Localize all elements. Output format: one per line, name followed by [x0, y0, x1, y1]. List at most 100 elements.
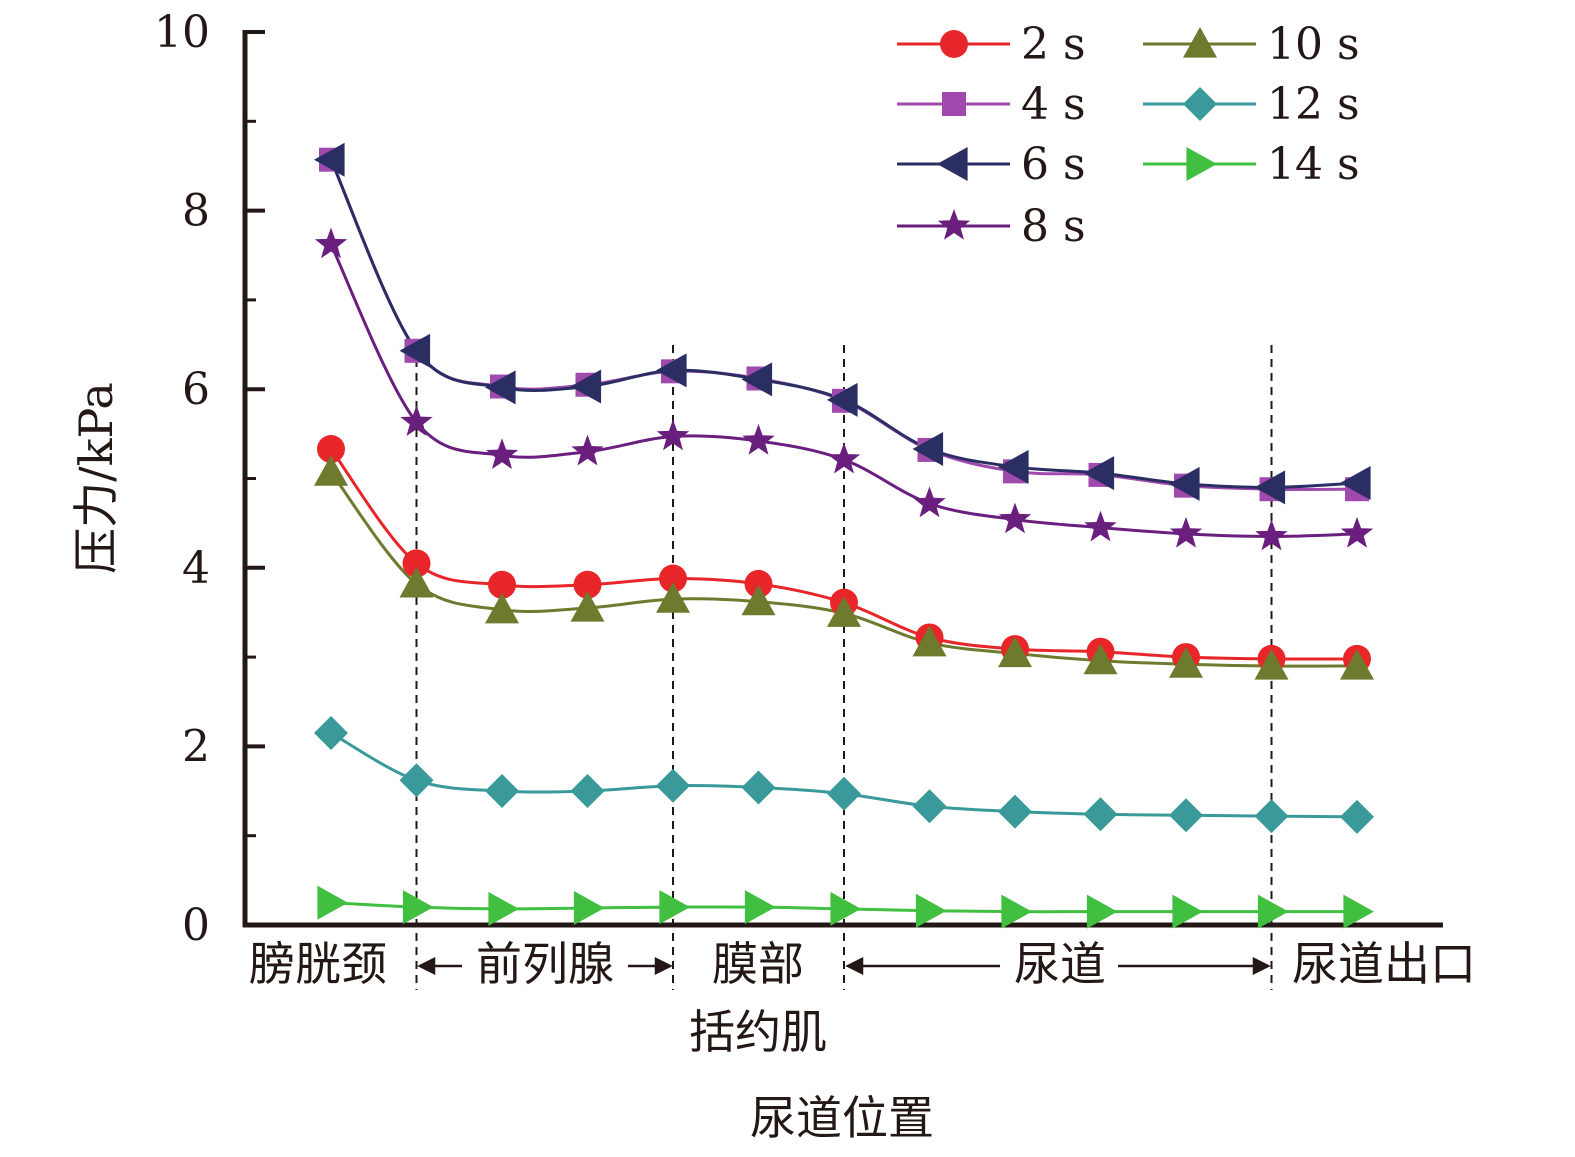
region-label-urethra-outlet: 尿道出口: [1292, 937, 1476, 991]
data-point-8s: [1084, 510, 1117, 542]
data-point-2s: [402, 549, 431, 578]
data-point-10s: [1083, 643, 1118, 675]
data-point-6s: [1340, 466, 1371, 500]
data-point-12s: [656, 768, 690, 803]
data-point-14s: [488, 891, 519, 926]
data-point-8s: [827, 442, 861, 474]
data-point-12s: [912, 789, 947, 824]
data-point-2s: [488, 570, 516, 599]
data-point-10s: [1254, 649, 1289, 680]
y-tick-label: 0: [182, 900, 210, 951]
data-point-10s: [741, 584, 776, 616]
data-point-14s: [915, 893, 947, 928]
data-point-12s: [485, 774, 519, 808]
data-point-10s: [570, 591, 605, 622]
data-point-2s: [744, 569, 773, 598]
region-label-urethra: 尿道: [1014, 937, 1106, 991]
legend-marker-14s: [1186, 147, 1217, 181]
data-point-14s: [659, 890, 690, 925]
data-point-10s: [399, 566, 434, 598]
data-point-14s: [1343, 894, 1374, 929]
data-point-14s: [402, 890, 434, 925]
data-point-6s: [741, 362, 773, 397]
data-point-6s: [485, 370, 516, 405]
data-point-12s: [1254, 799, 1289, 834]
data-point-6s: [399, 333, 431, 368]
data-point-10s: [1169, 647, 1203, 678]
urethra-range-arrow: [845, 956, 1271, 976]
data-point-8s: [571, 434, 604, 466]
region-label-membranous: 膜部: [712, 937, 804, 991]
axes: 0 2 4 6 8 10: [154, 7, 1443, 951]
data-point-6s: [1169, 466, 1200, 501]
data-point-2s: [573, 570, 602, 599]
legend-label-8s: 8 s: [1021, 201, 1086, 252]
legend-label-6s: 6 s: [1021, 139, 1086, 190]
data-point-8s: [1169, 516, 1203, 548]
data-point-6s: [1254, 470, 1286, 505]
data-point-8s: [656, 419, 690, 451]
data-point-10s: [485, 592, 519, 624]
region-divider-lines: [415, 345, 1273, 990]
legend-label-2s: 2 s: [1021, 19, 1086, 70]
series-line-6s: [329, 159, 1358, 489]
data-point-2s: [317, 435, 345, 464]
legend-marker-2s: [940, 30, 968, 58]
data-point-8s: [1340, 516, 1374, 548]
legend-label-4s: 4 s: [1021, 79, 1086, 130]
prostate-range-arrow: [417, 956, 673, 976]
data-point-14s: [1172, 894, 1203, 929]
y-axis-title: 压力/kPa: [69, 382, 123, 574]
data-point-10s: [314, 455, 348, 486]
data-point-12s: [1340, 799, 1374, 834]
markers-layer: [314, 142, 1374, 929]
y-tick-label: 8: [182, 186, 210, 237]
data-point-14s: [1001, 894, 1032, 929]
data-point-14s: [830, 891, 861, 926]
data-point-14s: [573, 891, 605, 925]
data-point-14s: [744, 890, 776, 925]
data-point-6s: [912, 432, 944, 466]
data-point-2s: [659, 564, 687, 593]
legend-marker-8s: [937, 209, 971, 240]
data-point-12s: [998, 794, 1032, 829]
data-point-8s: [400, 405, 433, 436]
legend-marker-4s: [942, 92, 966, 116]
legend-marker-12s: [1183, 87, 1217, 121]
series-line-4s: [329, 159, 1358, 491]
data-point-8s: [314, 227, 348, 259]
data-point-6s: [314, 142, 345, 177]
x-axis-title: 尿道位置: [750, 1091, 934, 1145]
data-point-10s: [912, 625, 947, 657]
y-tick-label: 6: [182, 364, 210, 415]
data-point-14s: [317, 885, 348, 920]
legend-marker-10s: [1183, 27, 1217, 58]
region-label-bladder-neck: 膀胱颈: [249, 937, 387, 991]
legend-label-14s: 14 s: [1267, 139, 1360, 190]
data-point-10s: [1340, 649, 1374, 680]
data-point-12s: [1169, 798, 1203, 833]
legend-marker-6s: [937, 147, 968, 181]
data-point-6s: [656, 353, 687, 388]
data-point-12s: [570, 774, 605, 808]
data-point-8s: [742, 424, 775, 455]
data-point-6s: [998, 449, 1029, 484]
legend-label-12s: 12 s: [1267, 79, 1360, 130]
data-point-8s: [913, 486, 946, 518]
data-point-12s: [399, 763, 434, 798]
data-point-6s: [1083, 456, 1115, 491]
data-point-10s: [998, 636, 1032, 668]
data-point-10s: [656, 582, 690, 613]
y-tick-label: 4: [182, 543, 210, 594]
data-point-12s: [314, 716, 348, 750]
data-point-8s: [485, 438, 519, 469]
data-point-14s: [1257, 894, 1289, 929]
data-point-10s: [827, 596, 861, 627]
y-tick-label: 2: [182, 721, 210, 772]
data-point-12s: [827, 776, 861, 811]
data-point-12s: [1083, 797, 1118, 832]
data-point-6s: [570, 369, 602, 404]
data-point-8s: [1255, 519, 1288, 551]
data-point-8s: [998, 502, 1032, 534]
